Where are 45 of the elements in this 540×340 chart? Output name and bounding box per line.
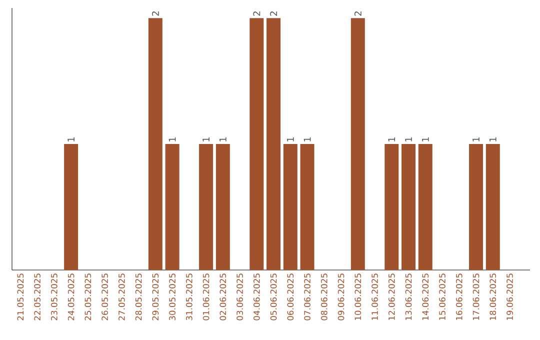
data-label: 1 [168, 137, 176, 142]
x-tick-label: 26.05.2025 [102, 274, 108, 320]
data-label: 1 [388, 137, 396, 142]
data-label: 2 [354, 12, 362, 16]
x-tick-label: 10.06.2025 [354, 274, 362, 320]
x-tick-label: 16.06.2025 [456, 274, 462, 320]
x-tick-label: 18.06.2025 [490, 274, 496, 320]
x-tick-label: 29.05.2025 [152, 274, 159, 320]
data-label: 1 [202, 137, 210, 142]
data-label: 1 [220, 137, 226, 142]
x-tick-label: 12.06.2025 [388, 274, 395, 320]
x-tick-label: 23.05.2025 [51, 274, 58, 320]
x-tick-label: 03.06.2025 [236, 274, 243, 320]
data-label: 2 [152, 12, 159, 16]
x-tick-label: 06.06.2025 [287, 274, 294, 320]
x-tick-label: 17.06.2025 [472, 274, 480, 320]
data-label: 1 [472, 137, 480, 142]
x-tick-label: 15.06.2025 [439, 274, 446, 320]
x-tick-label: 02.06.2025 [220, 274, 226, 320]
data-label: 1 [490, 137, 496, 142]
x-tick-label: 08.06.2025 [320, 274, 328, 320]
x-tick-label: 14.06.2025 [422, 274, 429, 320]
data-label: 1 [422, 137, 429, 142]
x-tick-label: 05.06.2025 [270, 274, 277, 320]
x-tick-label: 13.06.2025 [405, 274, 412, 320]
data-label: 1 [304, 137, 311, 142]
x-tick-label: 04.06.2025 [254, 274, 260, 320]
x-tick-label: 22.05.2025 [34, 274, 40, 320]
x-tick-label: 25.05.2025 [84, 274, 92, 320]
data-label: 2 [270, 12, 277, 16]
x-tick-label: 21.05.2025 [17, 274, 24, 320]
x-tick-label: 09.06.2025 [338, 274, 344, 320]
x-tick-label: 01.06.2025 [202, 274, 210, 320]
x-tick-label: 11.06.2025 [372, 274, 378, 320]
data-label: 1 [405, 137, 412, 142]
x-tick-label: 28.05.2025 [135, 274, 142, 320]
x-tick-label: 30.05.2025 [169, 274, 176, 320]
data-label: 1 [68, 137, 74, 142]
data-label: 1 [287, 137, 294, 142]
x-tick-label: 24.05.2025 [68, 274, 74, 320]
data-label: 2 [253, 12, 260, 16]
x-tick-label: 31.05.2025 [186, 274, 192, 320]
x-tick-label: 07.06.2025 [304, 274, 310, 320]
x-tick-label: 27.05.2025 [118, 274, 125, 320]
x-tick-label: 19.06.2025 [506, 274, 513, 320]
